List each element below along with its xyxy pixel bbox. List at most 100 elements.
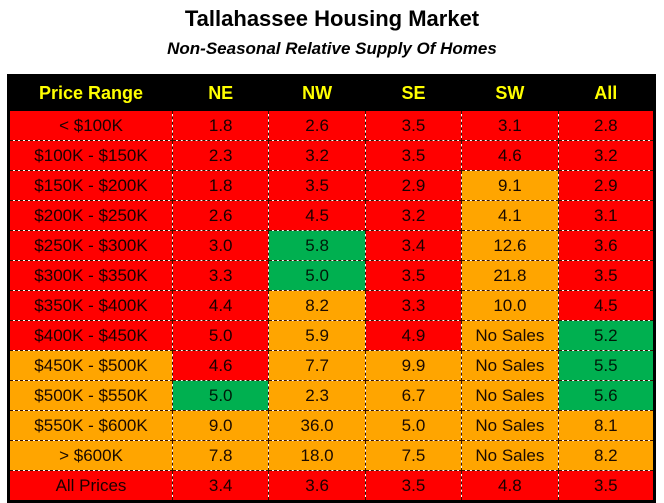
supply-table: Price Range NE NW SE SW All < $100K 1.8 2.… bbox=[7, 74, 656, 503]
cell-sw: 10.0 bbox=[461, 290, 559, 321]
price-range-label: $350K - $400K bbox=[8, 290, 173, 321]
price-range-label: $450K - $500K bbox=[8, 350, 173, 381]
cell-sw: 4.8 bbox=[461, 470, 559, 502]
table-row: < $100K 1.8 2.6 3.5 3.1 2.8 bbox=[8, 110, 656, 141]
cell-all: 8.1 bbox=[557, 410, 656, 441]
table-row: $150K - $200K 1.8 3.5 2.9 9.1 2.9 bbox=[8, 170, 656, 201]
cell-se: 3.5 bbox=[364, 110, 463, 141]
cell-ne: 4.4 bbox=[171, 290, 270, 321]
cell-all: 5.2 bbox=[557, 320, 656, 351]
cell-nw: 3.5 bbox=[268, 170, 366, 201]
cell-se: 9.9 bbox=[364, 350, 463, 381]
header-row: Price Range NE NW SE SW All bbox=[8, 75, 656, 111]
cell-nw: 3.2 bbox=[268, 140, 366, 171]
cell-se: 3.5 bbox=[364, 140, 463, 171]
cell-se: 5.0 bbox=[364, 410, 463, 441]
table-row: $400K - $450K 5.0 5.9 4.9 No Sales 5.2 bbox=[8, 320, 656, 351]
cell-se: 3.5 bbox=[364, 470, 463, 502]
cell-ne: 3.4 bbox=[171, 470, 270, 502]
cell-all: 4.5 bbox=[557, 290, 656, 321]
cell-nw: 5.9 bbox=[268, 320, 366, 351]
cell-ne: 7.8 bbox=[171, 440, 270, 471]
cell-nw: 5.0 bbox=[268, 260, 366, 291]
table-row: All Prices 3.4 3.6 3.5 4.8 3.5 bbox=[8, 470, 656, 502]
cell-sw: No Sales bbox=[461, 380, 559, 411]
header-ne: NE bbox=[171, 75, 270, 111]
header-price-range: Price Range bbox=[8, 75, 173, 111]
chart-title: Tallahassee Housing Market bbox=[184, 6, 480, 31]
cell-se: 3.3 bbox=[364, 290, 463, 321]
cell-ne: 5.0 bbox=[171, 320, 270, 351]
table-row: > $600K 7.8 18.0 7.5 No Sales 8.2 bbox=[8, 440, 656, 471]
cell-se: 3.5 bbox=[364, 260, 463, 291]
cell-all: 5.6 bbox=[557, 380, 656, 411]
cell-ne: 3.3 bbox=[171, 260, 270, 291]
cell-sw: 4.1 bbox=[461, 200, 559, 231]
price-range-label: All Prices bbox=[8, 470, 173, 502]
price-range-label: $150K - $200K bbox=[8, 170, 173, 201]
price-range-label: < $100K bbox=[8, 110, 173, 141]
table-row: $550K - $600K 9.0 36.0 5.0 No Sales 8.1 bbox=[8, 410, 656, 441]
price-range-label: $200K - $250K bbox=[8, 200, 173, 231]
cell-se: 3.4 bbox=[364, 230, 463, 261]
cell-ne: 1.8 bbox=[171, 170, 270, 201]
cell-sw: No Sales bbox=[461, 350, 559, 381]
cell-sw: 12.6 bbox=[461, 230, 559, 261]
cell-all: 3.1 bbox=[557, 200, 656, 231]
cell-sw: No Sales bbox=[461, 410, 559, 441]
cell-sw: 21.8 bbox=[461, 260, 559, 291]
cell-all: 2.9 bbox=[557, 170, 656, 201]
header-all: All bbox=[557, 75, 656, 111]
cell-sw: No Sales bbox=[461, 440, 559, 471]
cell-all: 5.5 bbox=[557, 350, 656, 381]
table-body: < $100K 1.8 2.6 3.5 3.1 2.8 $100K - $150K 2.3 3.… bbox=[8, 110, 656, 502]
cell-ne: 1.8 bbox=[171, 110, 270, 141]
cell-nw: 36.0 bbox=[268, 410, 366, 441]
cell-nw: 3.6 bbox=[268, 470, 366, 502]
cell-sw: 4.6 bbox=[461, 140, 559, 171]
header-se: SE bbox=[364, 75, 463, 111]
price-range-label: $500K - $550K bbox=[8, 380, 173, 411]
cell-se: 4.9 bbox=[364, 320, 463, 351]
cell-nw: 4.5 bbox=[268, 200, 366, 231]
table-row: $200K - $250K 2.6 4.5 3.2 4.1 3.1 bbox=[8, 200, 656, 231]
table-row: $100K - $150K 2.3 3.2 3.5 4.6 3.2 bbox=[8, 140, 656, 171]
cell-ne: 3.0 bbox=[171, 230, 270, 261]
table-row: $250K - $300K 3.0 5.8 3.4 12.6 3.6 bbox=[8, 230, 656, 261]
cell-all: 8.2 bbox=[557, 440, 656, 471]
cell-nw: 7.7 bbox=[268, 350, 366, 381]
cell-all: 2.8 bbox=[557, 110, 656, 141]
table-row: $500K - $550K 5.0 2.3 6.7 No Sales 5.6 bbox=[8, 380, 656, 411]
cell-nw: 5.8 bbox=[268, 230, 366, 261]
price-range-label: $300K - $350K bbox=[8, 260, 173, 291]
cell-se: 3.2 bbox=[364, 200, 463, 231]
price-range-label: $550K - $600K bbox=[8, 410, 173, 441]
cell-se: 7.5 bbox=[364, 440, 463, 471]
header-sw: SW bbox=[461, 75, 559, 111]
cell-sw: 3.1 bbox=[461, 110, 559, 141]
table-row: $350K - $400K 4.4 8.2 3.3 10.0 4.5 bbox=[8, 290, 656, 321]
cell-all: 3.5 bbox=[557, 260, 656, 291]
cell-ne: 2.3 bbox=[171, 140, 270, 171]
price-range-label: $250K - $300K bbox=[8, 230, 173, 261]
cell-sw: No Sales bbox=[461, 320, 559, 351]
cell-se: 6.7 bbox=[364, 380, 463, 411]
cell-nw: 18.0 bbox=[268, 440, 366, 471]
price-range-label: > $600K bbox=[8, 440, 173, 471]
cell-all: 3.6 bbox=[557, 230, 656, 261]
cell-se: 2.9 bbox=[364, 170, 463, 201]
chart-subtitle: Non-Seasonal Relative Supply Of Homes bbox=[167, 39, 497, 58]
cell-all: 3.5 bbox=[557, 470, 656, 502]
table-row: $450K - $500K 4.6 7.7 9.9 No Sales 5.5 bbox=[8, 350, 656, 381]
cell-all: 3.2 bbox=[557, 140, 656, 171]
cell-ne: 4.6 bbox=[171, 350, 270, 381]
header-nw: NW bbox=[268, 75, 366, 111]
table-row: $300K - $350K 3.3 5.0 3.5 21.8 3.5 bbox=[8, 260, 656, 291]
cell-nw: 8.2 bbox=[268, 290, 366, 321]
price-range-label: $100K - $150K bbox=[8, 140, 173, 171]
price-range-label: $400K - $450K bbox=[8, 320, 173, 351]
cell-sw: 9.1 bbox=[461, 170, 559, 201]
cell-ne: 5.0 bbox=[171, 380, 270, 411]
cell-nw: 2.6 bbox=[268, 110, 366, 141]
cell-ne: 2.6 bbox=[171, 200, 270, 231]
